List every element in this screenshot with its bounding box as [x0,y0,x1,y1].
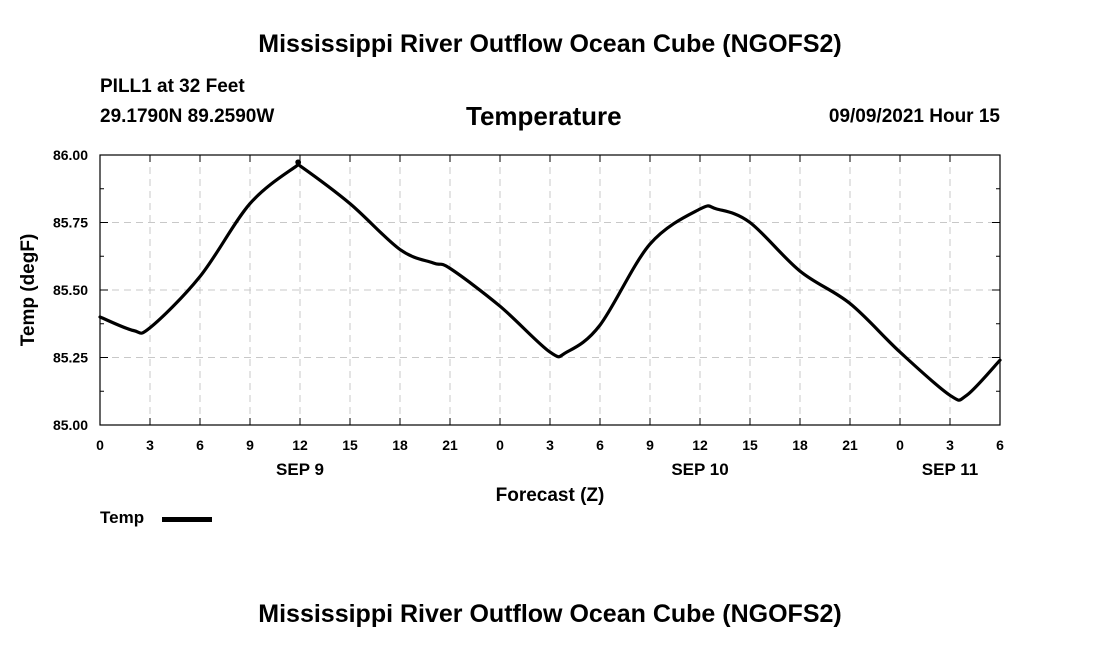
x-tick-label: 9 [246,437,254,453]
chart-title-bottom: Mississippi River Outflow Ocean Cube (NG… [258,600,842,628]
x-tick-label: 18 [392,437,408,453]
variable-title: Temperature [466,101,622,131]
x-tick-label: 9 [646,437,654,453]
x-tick-label: 0 [496,437,504,453]
series-line-temp [98,159,1002,402]
x-tick-label: 3 [546,437,554,453]
chart-title-top: Mississippi River Outflow Ocean Cube (NG… [258,30,842,58]
plot-frame [99,154,1001,426]
x-day-label: SEP 9 [276,460,324,479]
legend-swatch-temp [162,517,212,522]
x-tick-label: 0 [96,437,104,453]
x-tick-label: 12 [692,437,708,453]
temperature-chart: 0 3 6 9 12 15 18 21 0 3 6 9 12 15 18 21 0 3 6 85.00 85.25 85.… [18,147,1004,506]
x-tick-label: 6 [596,437,604,453]
y-tick-label: 86.00 [53,147,88,163]
x-tick-label: 15 [342,437,358,453]
y-tick-label: 85.75 [53,215,88,231]
y-tick-label: 85.25 [53,350,88,366]
x-tick-label: 3 [946,437,954,453]
x-tick-label: 21 [442,437,458,453]
x-day-label: SEP 10 [671,460,728,479]
x-tick-label: 12 [292,437,308,453]
legend-label-temp: Temp [100,508,145,527]
station-label: PILL1 at 32 Feet [100,76,245,97]
x-tick-label: 15 [742,437,758,453]
x-tick-label: 18 [792,437,808,453]
y-tick-label: 85.50 [53,282,88,298]
x-tick-label: 21 [842,437,858,453]
y-tick-label: 85.00 [53,417,88,433]
x-tick-label: 0 [896,437,904,453]
forecast-datetime: 09/09/2021 Hour 15 [828,106,1000,127]
station-coordinates: 29.1790N 89.2590W [100,106,275,127]
x-day-label: SEP 11 [922,460,978,479]
x-tick-label: 3 [146,437,154,453]
y-axis-title: Temp (degF) [18,234,39,347]
x-axis-title: Forecast (Z) [496,485,605,506]
x-tick-label: 6 [996,437,1004,453]
x-tick-label: 6 [196,437,204,453]
